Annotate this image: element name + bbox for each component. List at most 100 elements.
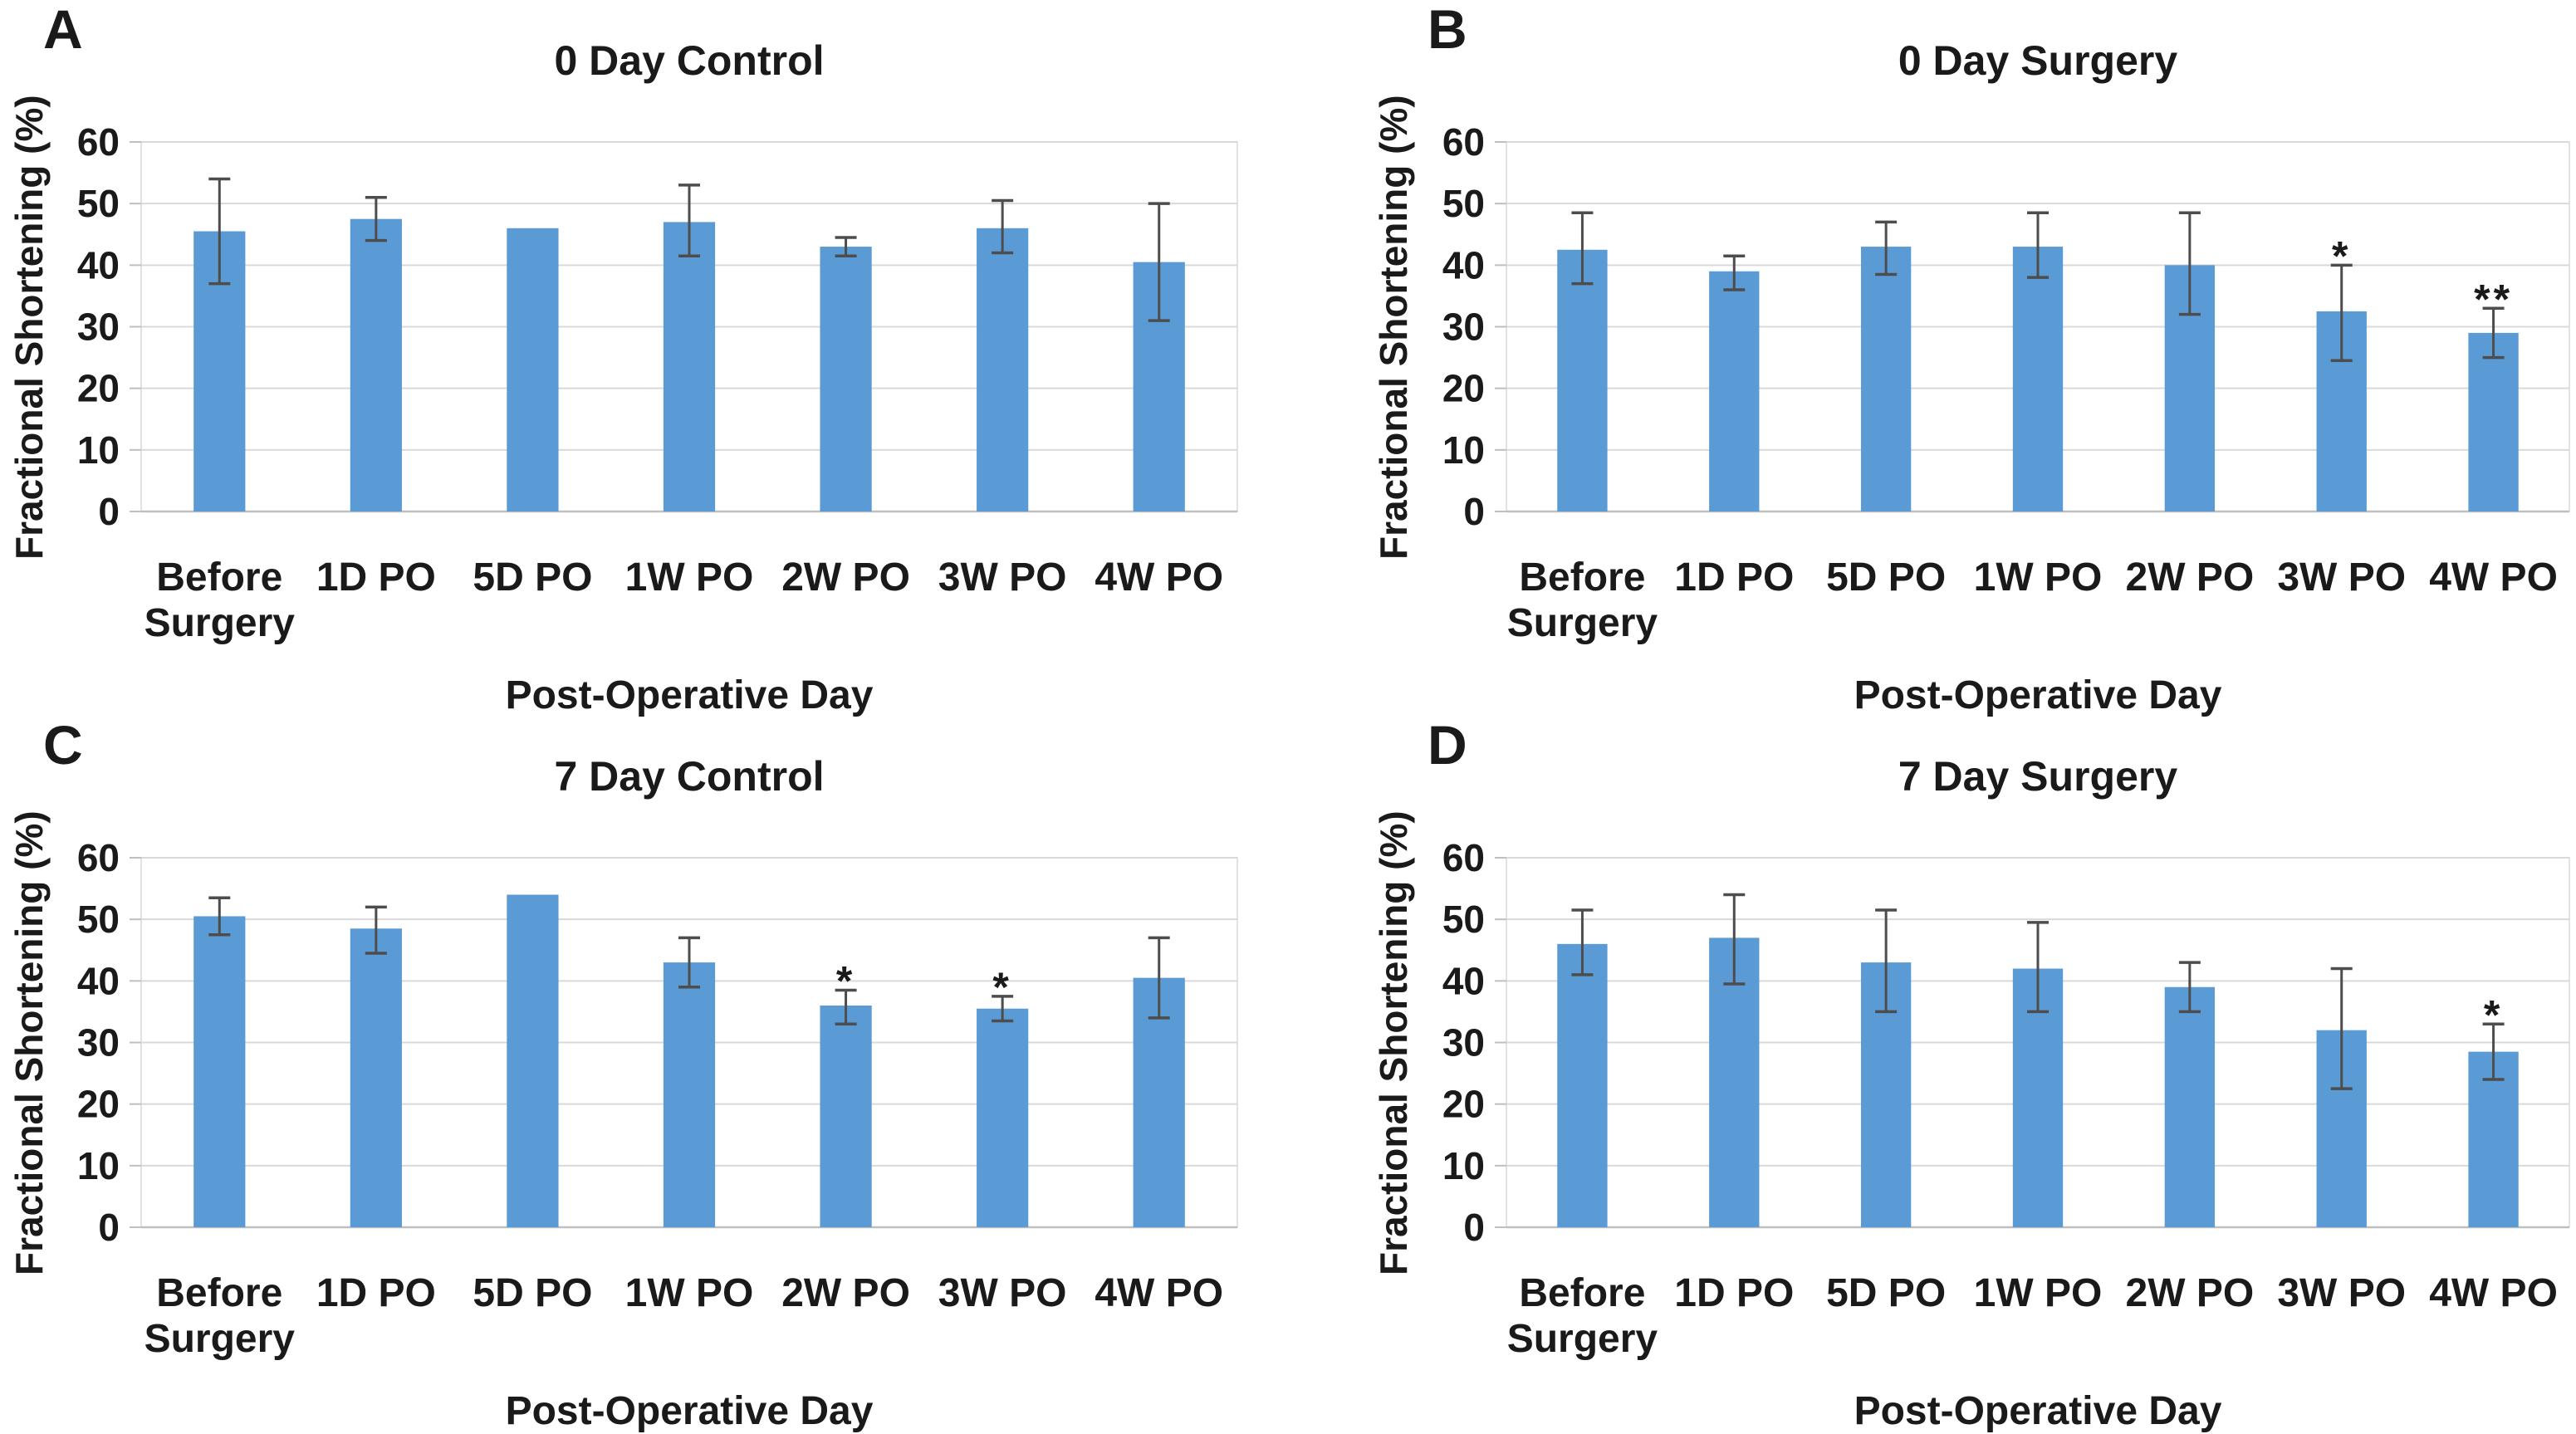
x-tick-label: Before	[1519, 1271, 1645, 1315]
y-tick-label: 40	[1442, 243, 1485, 286]
bar	[977, 1008, 1029, 1227]
bar	[820, 247, 872, 511]
bar	[663, 962, 716, 1227]
y-tick-label: 40	[77, 959, 120, 1002]
y-tick-label: 30	[77, 306, 120, 349]
y-tick-label: 30	[77, 1021, 120, 1064]
bar	[2164, 986, 2216, 1227]
bar	[2012, 247, 2064, 511]
y-tick-label: 60	[1442, 836, 1485, 879]
x-tick-label: 2W PO	[781, 1271, 910, 1315]
panel-d: D 7 Day Surgery Fractional Shortening (%…	[1288, 714, 2576, 1433]
y-tick-label: 60	[77, 836, 120, 879]
x-tick-label: 3W PO	[938, 555, 1067, 600]
x-tick-label: 1W PO	[625, 1271, 754, 1315]
bar	[1133, 977, 1185, 1227]
bar	[2468, 332, 2519, 511]
x-axis-label: Post-Operative Day	[1854, 673, 2222, 717]
x-tick-label: 4W PO	[1095, 555, 1223, 600]
bar	[1709, 937, 1760, 1227]
y-tick-label: 20	[77, 367, 120, 410]
bar	[1709, 271, 1760, 511]
x-tick-label: 1W PO	[625, 555, 754, 600]
significance-marker: *	[2484, 991, 2503, 1038]
x-tick-label: Surgery	[144, 1317, 296, 1361]
x-tick-label: 2W PO	[2126, 1271, 2255, 1315]
chart-title: 7 Day Control	[554, 753, 825, 800]
panel-b: B 0 Day Surgery Fractional Shortening (%…	[1288, 0, 2576, 717]
x-tick-label: 1D PO	[316, 555, 436, 600]
x-tick-label: Surgery	[144, 601, 296, 645]
y-tick-label: 40	[1442, 959, 1485, 1002]
x-axis-label: Post-Operative Day	[505, 673, 874, 717]
y-tick-label: 20	[77, 1083, 120, 1126]
x-tick-label: 5D PO	[473, 1271, 592, 1315]
y-tick-label: 30	[1442, 306, 1485, 349]
significance-marker: *	[2332, 232, 2351, 279]
y-tick-label: 50	[77, 182, 120, 225]
y-tick-label: 10	[1442, 1144, 1485, 1187]
y-tick-label: 60	[1442, 120, 1485, 164]
panel-c: C 7 Day Control Fractional Shortening (%…	[0, 714, 1288, 1433]
chart-title: 0 Day Surgery	[1898, 37, 2178, 84]
x-tick-label: 4W PO	[2429, 555, 2558, 600]
y-tick-label: 10	[1442, 428, 1485, 472]
chart-title: 7 Day Surgery	[1898, 753, 2178, 800]
x-tick-label: 2W PO	[781, 555, 910, 600]
y-tick-label: 60	[77, 120, 120, 164]
x-tick-label: 5D PO	[473, 555, 592, 600]
panel-a: A 0 Day Control Fractional Shortening (%…	[0, 0, 1288, 717]
y-tick-label: 0	[1463, 490, 1485, 533]
y-tick-label: 0	[98, 1206, 120, 1249]
bar	[1557, 943, 1608, 1227]
bar	[193, 916, 246, 1227]
x-tick-label: 4W PO	[1095, 1271, 1223, 1315]
y-tick-label: 50	[1442, 182, 1485, 225]
x-axis-label: Post-Operative Day	[505, 1389, 874, 1433]
x-tick-label: 1D PO	[1674, 1271, 1794, 1315]
x-tick-label: Before	[156, 555, 282, 600]
y-tick-label: 0	[1463, 1206, 1485, 1249]
x-axis-label: Post-Operative Day	[1854, 1389, 2222, 1433]
x-tick-label: 1D PO	[1674, 555, 1794, 600]
y-tick-label: 20	[1442, 367, 1485, 410]
x-tick-label: 5D PO	[1826, 1271, 1946, 1315]
panel-letter: C	[43, 714, 83, 776]
x-tick-label: Surgery	[1507, 1317, 1658, 1361]
bar	[1860, 247, 1912, 511]
significance-marker: **	[2474, 276, 2513, 322]
y-tick-label: 20	[1442, 1083, 1485, 1126]
y-tick-label: 10	[77, 428, 120, 472]
significance-marker: *	[992, 964, 1011, 1011]
y-tick-label: 30	[1442, 1021, 1485, 1064]
y-tick-label: 10	[77, 1144, 120, 1187]
bar	[1557, 249, 1608, 511]
x-tick-label: 1D PO	[316, 1271, 436, 1315]
bar	[820, 1006, 872, 1227]
x-tick-label: 4W PO	[2429, 1271, 2558, 1315]
panel-letter: D	[1428, 714, 1467, 776]
bar	[350, 928, 402, 1227]
bar	[663, 222, 716, 511]
x-tick-label: 1W PO	[1974, 1271, 2103, 1315]
bar	[2468, 1051, 2519, 1227]
chart-title: 0 Day Control	[554, 37, 825, 84]
x-tick-label: 5D PO	[1826, 555, 1946, 600]
panel-letter: A	[43, 0, 83, 60]
x-tick-label: 3W PO	[938, 1271, 1067, 1315]
x-tick-label: 1W PO	[1974, 555, 2103, 600]
significance-marker: *	[836, 957, 855, 1004]
x-tick-label: 3W PO	[2277, 1271, 2406, 1315]
x-tick-label: Before	[1519, 555, 1645, 600]
x-tick-label: Surgery	[1507, 601, 1658, 645]
y-tick-label: 0	[98, 490, 120, 533]
bar	[977, 228, 1029, 511]
y-tick-label: 50	[1442, 898, 1485, 941]
bar	[507, 894, 559, 1227]
y-tick-label: 50	[77, 898, 120, 941]
